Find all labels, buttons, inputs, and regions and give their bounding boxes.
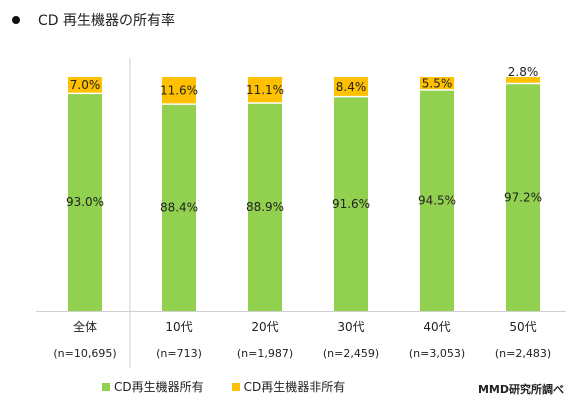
x-tick-label-2: 20代 — [251, 320, 278, 334]
bar-own-3 — [334, 96, 368, 311]
data-label-own-4: 94.5% — [418, 193, 456, 207]
sample-size-label-2: (n=1,987) — [237, 347, 293, 360]
data-label-not-own-4: 5.5% — [422, 76, 453, 90]
bar-own-1 — [162, 104, 196, 311]
legend-label-own: CD再生機器所有 — [114, 380, 204, 394]
legend-item-not-own: CD再生機器非所有 — [231, 378, 346, 395]
sample-size-label-4: (n=3,053) — [409, 347, 465, 360]
x-tick-label-1: 10代 — [165, 320, 192, 334]
sample-size-label-0: (n=10,695) — [53, 347, 116, 360]
bar-own-0 — [68, 93, 102, 311]
data-label-not-own-3: 8.4% — [336, 80, 367, 94]
bullet-icon — [12, 16, 20, 24]
data-label-own-2: 88.9% — [246, 200, 284, 214]
bar-not-own-3 — [334, 77, 368, 97]
data-label-own-3: 91.6% — [332, 197, 370, 211]
legend-swatch-not-own — [231, 382, 240, 391]
bar-own-2 — [248, 102, 282, 311]
bar-own-5 — [506, 83, 540, 311]
chart-title-text: CD 再生機器の所有率 — [38, 13, 176, 29]
data-label-own-1: 88.4% — [160, 201, 198, 215]
data-label-own-0: 93.0% — [66, 195, 104, 209]
stacked-bar-chart: 93.0% 7.0% 全体 (n=10,695) 88.4% 11.6% 10代 (n=713… — [36, 58, 566, 368]
sample-size-label-5: (n=2,483) — [495, 347, 551, 360]
source-credit: MMD研究所調べ — [477, 383, 564, 396]
legend-swatch-own — [102, 382, 110, 391]
data-label-not-own-0: 7.0% — [70, 78, 101, 92]
bar-not-own-4 — [420, 77, 454, 90]
bar-not-own-1 — [162, 77, 196, 105]
bar-own-4 — [420, 89, 454, 312]
data-label-own-5: 97.2% — [504, 190, 542, 204]
data-label-not-own-5: 2.8% — [508, 65, 539, 79]
x-tick-label-5: 50代 — [509, 320, 536, 334]
bar-not-own-2 — [248, 77, 282, 103]
legend-label-not-own: CD再生機器非所有 — [243, 380, 346, 394]
x-tick-label-0: 全体 — [73, 319, 97, 334]
bar-not-own-0 — [68, 77, 102, 94]
sample-size-label-3: (n=2,459) — [323, 347, 379, 360]
legend: CD再生機器所有 CD再生機器非所有 — [102, 378, 373, 395]
x-tick-label-4: 40代 — [423, 320, 450, 334]
data-label-not-own-2: 11.1% — [246, 83, 284, 97]
x-tick-label-3: 30代 — [337, 320, 364, 334]
sample-size-label-1: (n=713) — [156, 347, 202, 360]
legend-item-own: CD再生機器所有 — [102, 378, 204, 395]
chart-title: CD 再生機器の所有率 — [12, 10, 175, 30]
data-label-not-own-1: 11.6% — [160, 84, 198, 98]
bar-not-own-5 — [506, 77, 540, 84]
